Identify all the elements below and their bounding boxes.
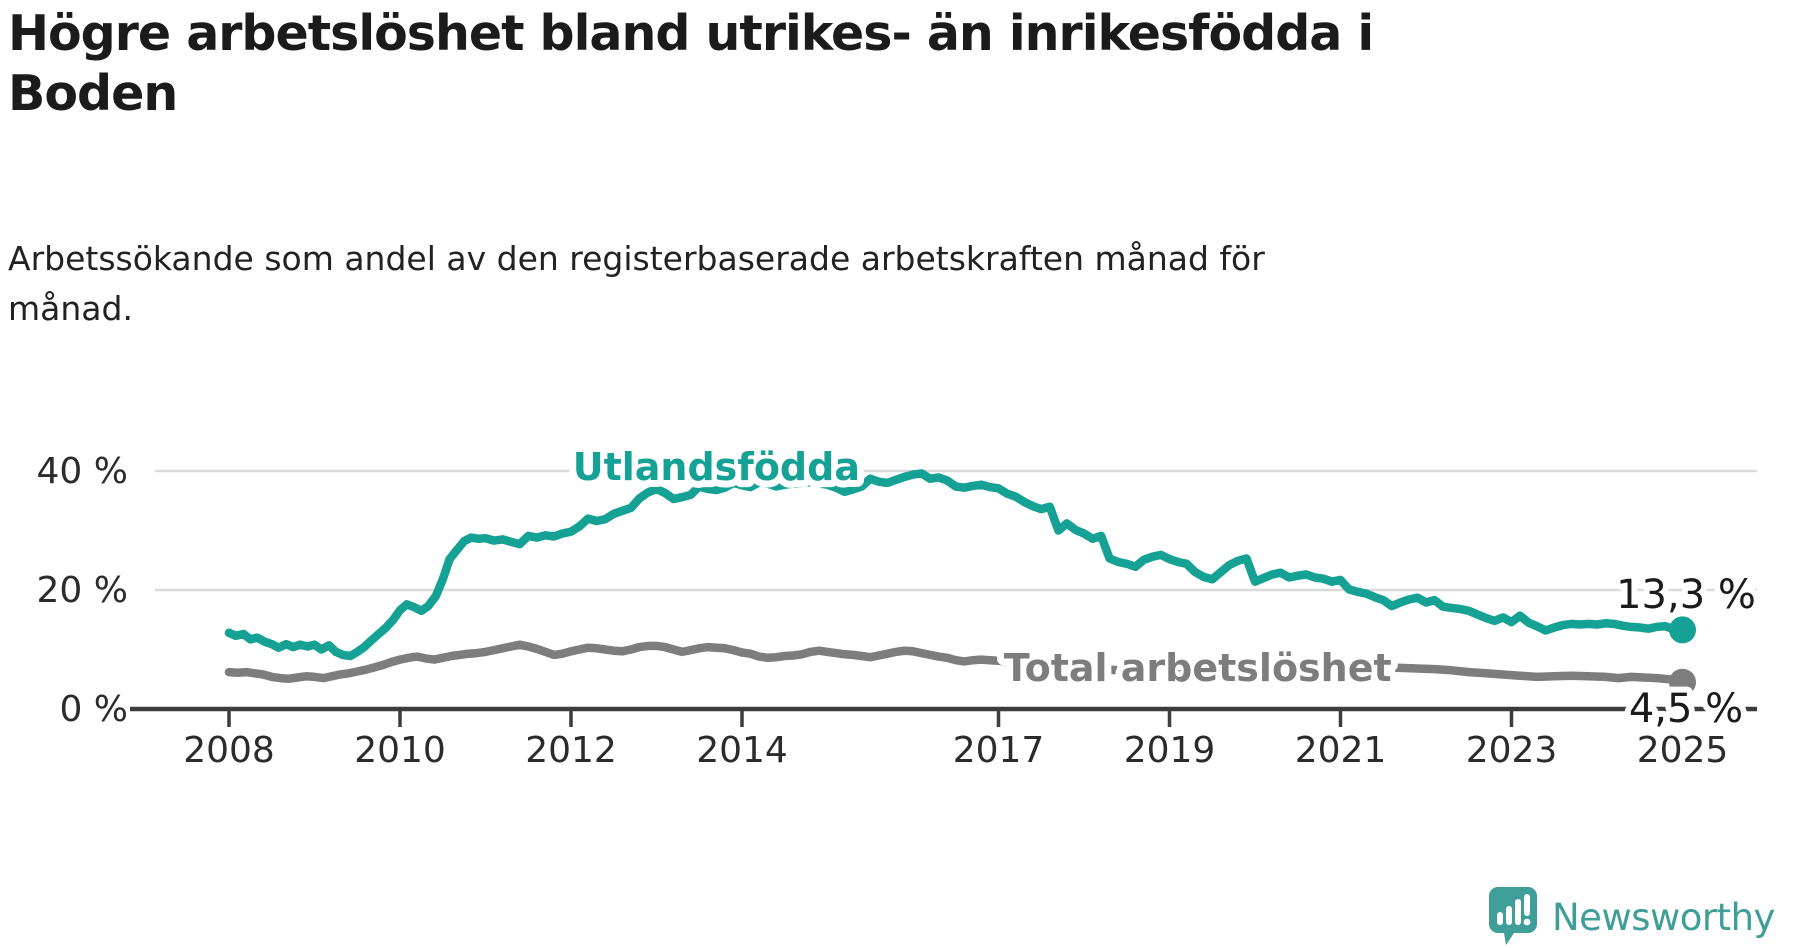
speech-bubble-shape: [1489, 887, 1537, 945]
newsworthy-logo-icon: [1489, 887, 1537, 945]
x-axis-label-2008: 2008: [183, 730, 275, 771]
x-axis-label-2021: 2021: [1295, 730, 1387, 771]
exclamation-dot: [1523, 918, 1531, 926]
newsworthy-logo-text: Newsworthy: [1552, 895, 1775, 939]
y-axis-label-0: 0 %: [59, 689, 128, 730]
series-inline-label-total: Total arbetslöshet: [1004, 646, 1392, 690]
x-axis-label-2017: 2017: [953, 730, 1045, 771]
x-axis-label-2025: 2025: [1637, 730, 1729, 771]
endpoint-dot-utlandsfodda: [1669, 616, 1696, 644]
newsworthy-logo: Newsworthy: [1488, 886, 1775, 948]
end-value-label-utlandsfodda: 13,3 %: [1616, 572, 1756, 618]
series-line-utlandsfodda: [224, 469, 1687, 661]
x-axis-label-2012: 2012: [525, 730, 617, 771]
x-axis-label-2023: 2023: [1466, 730, 1558, 771]
x-axis-label-2019: 2019: [1124, 730, 1216, 771]
series-line-total: [224, 640, 1687, 687]
x-axis-label-2010: 2010: [354, 730, 446, 771]
bar-chart-bar-2: [1506, 906, 1512, 925]
exclamation-bar: [1524, 894, 1530, 916]
page-title-line2: Boden: [8, 64, 178, 122]
endpoint-dot-total: [1669, 668, 1696, 696]
bar-chart-bar-1: [1497, 912, 1503, 925]
page-subtitle-line1: Arbetssökande som andel av den registerb…: [8, 239, 1265, 278]
x-axis-label-2014: 2014: [696, 730, 788, 771]
series-inline-label-utlandsfodda: Utlandsfödda: [573, 445, 860, 489]
y-axis-label-40: 40 %: [37, 451, 128, 492]
page-title: Högre arbetslöshet bland utrikes- än inr…: [8, 4, 1768, 124]
page-title-line1: Högre arbetslöshet bland utrikes- än inr…: [8, 5, 1374, 62]
page-subtitle: Arbetssökande som andel av den registerb…: [8, 234, 1568, 333]
y-axis-label-20: 20 %: [37, 570, 128, 611]
page-subtitle-line2: månad.: [8, 288, 133, 328]
bar-chart-bar-3: [1515, 899, 1521, 925]
end-value-label-total: 4,5 %: [1629, 686, 1743, 732]
